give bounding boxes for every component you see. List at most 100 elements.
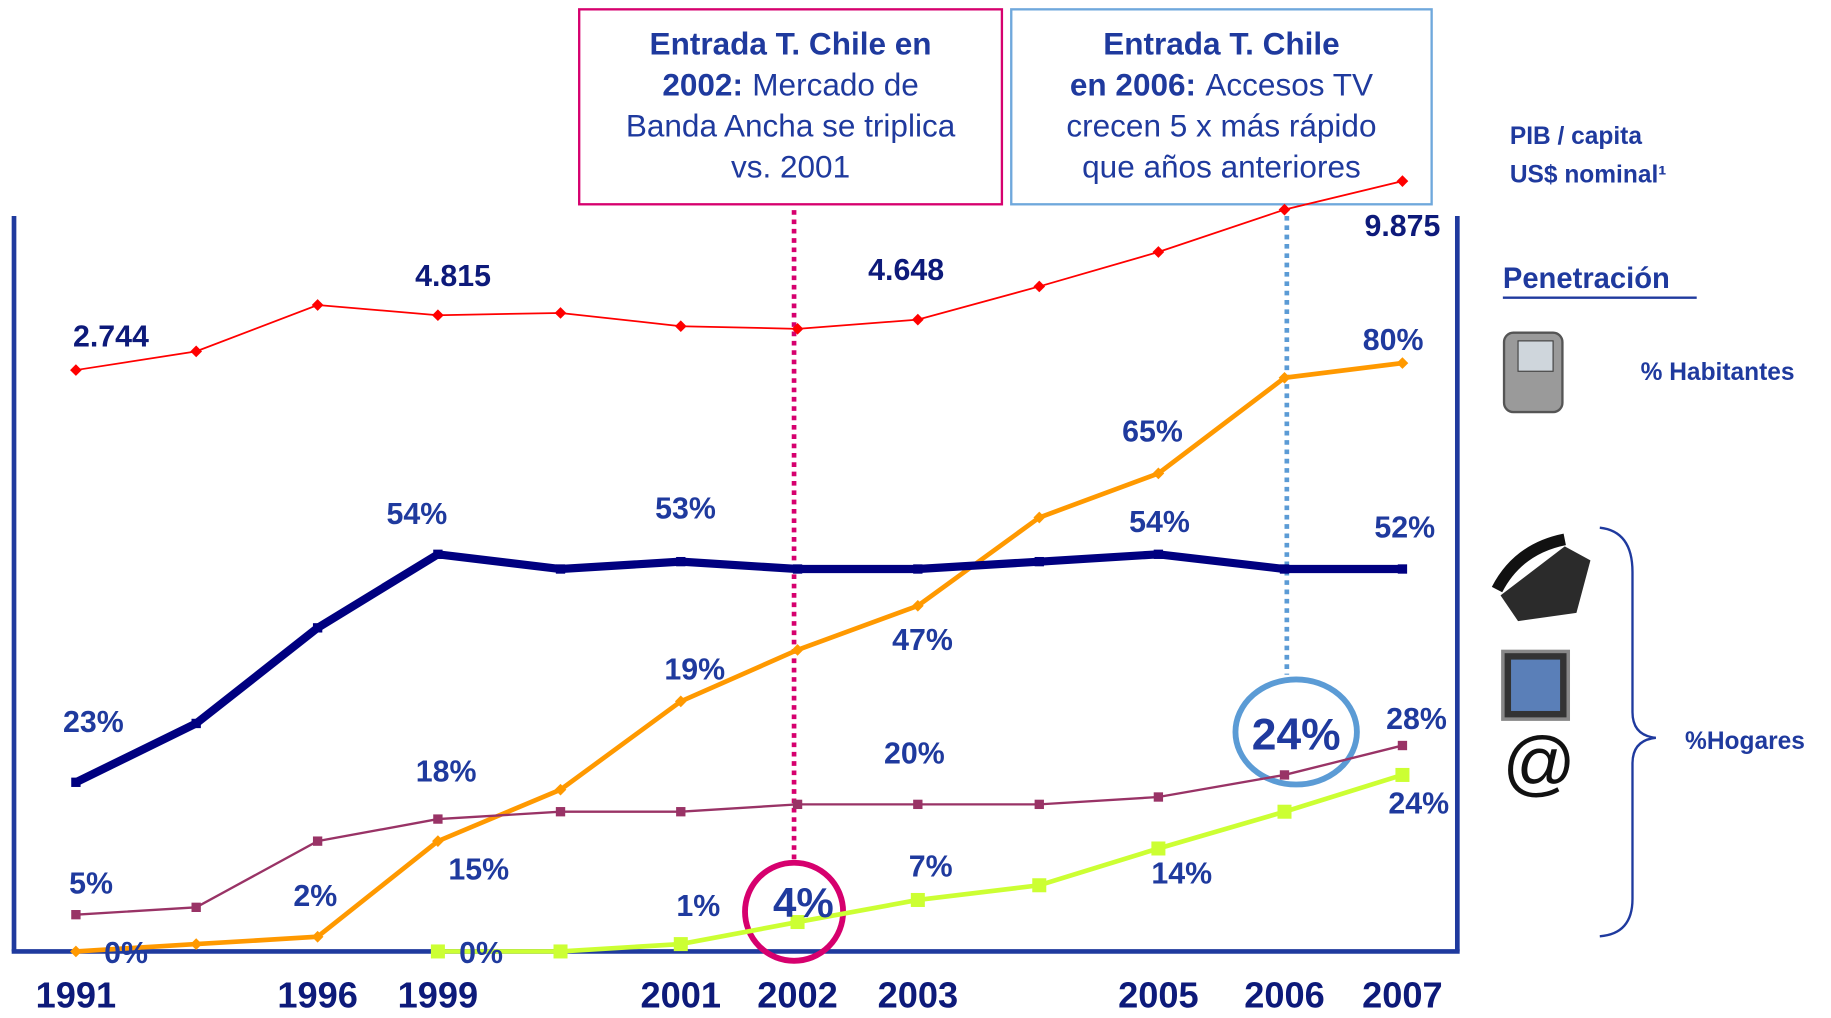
data-label: 20% xyxy=(884,737,945,770)
marker xyxy=(71,910,81,920)
marker xyxy=(553,944,568,959)
data-label: 2.744 xyxy=(73,321,149,354)
annotation-normal: crecen 5 x más rápido xyxy=(1066,108,1376,144)
annotation-normal: Accesos TV xyxy=(1205,67,1373,103)
marker xyxy=(910,892,925,907)
marker xyxy=(1033,280,1046,293)
marker xyxy=(312,836,323,846)
marker xyxy=(1278,371,1291,384)
annotation-text: en 2006: Accesos TV xyxy=(1070,67,1373,103)
marker xyxy=(430,944,445,959)
x-tick-label: 1991 xyxy=(36,975,117,1016)
x-tick-label: 2002 xyxy=(757,975,838,1016)
internet-icon: @ xyxy=(1502,722,1575,803)
data-label: 65% xyxy=(1122,416,1183,449)
annotation-text: 2002: Mercado de xyxy=(662,67,918,103)
data-label: 54% xyxy=(387,498,448,531)
data-label: 1% xyxy=(676,890,720,923)
mobile-icon xyxy=(1502,331,1564,414)
marker xyxy=(191,902,201,912)
data-label: 0% xyxy=(459,937,503,970)
data-label: 18% xyxy=(416,756,477,789)
side-label: %Hogares xyxy=(1685,728,1805,755)
data-label: 80% xyxy=(1363,324,1424,357)
marker xyxy=(790,915,805,930)
data-label: 0% xyxy=(104,937,148,970)
x-tick-label: 1996 xyxy=(277,975,358,1016)
marker xyxy=(1279,564,1290,574)
marker xyxy=(1033,511,1046,524)
marker xyxy=(1397,564,1408,574)
annotation-text: Banda Ancha se triplica xyxy=(626,108,956,144)
data-label: 23% xyxy=(63,706,124,739)
annotation-text: que años anteriores xyxy=(1082,149,1361,185)
marker xyxy=(555,807,566,817)
marker xyxy=(70,364,82,376)
data-label: 28% xyxy=(1386,703,1447,736)
annotation-text: Entrada T. Chile xyxy=(1103,26,1339,62)
marker xyxy=(674,320,687,333)
side-label: US$ nominal¹ xyxy=(1510,162,1667,189)
x-tick-label: 2005 xyxy=(1118,975,1199,1016)
marker xyxy=(1153,792,1164,802)
marker xyxy=(555,564,566,574)
data-label: 2% xyxy=(293,880,337,913)
annotation-text: Entrada T. Chile en xyxy=(650,26,932,62)
data-label: 5% xyxy=(69,868,113,901)
marker xyxy=(1151,841,1166,856)
annotation-normal: Banda Ancha se triplica xyxy=(626,108,956,144)
data-label: 4% xyxy=(773,879,834,926)
data-label: 7% xyxy=(909,850,953,883)
data-label: 52% xyxy=(1374,511,1435,544)
x-tick-label: 1999 xyxy=(398,975,479,1016)
data-label: 53% xyxy=(655,492,716,525)
marker xyxy=(312,623,323,633)
data-label: 54% xyxy=(1129,506,1190,539)
marker xyxy=(913,564,923,574)
marker xyxy=(191,718,201,729)
marker xyxy=(792,564,803,574)
annotation-box xyxy=(578,8,1004,206)
series-line xyxy=(75,180,1403,371)
x-tick-label: 2003 xyxy=(878,975,959,1016)
marker xyxy=(1397,740,1408,751)
data-label: 24% xyxy=(1252,710,1341,759)
data-label: 47% xyxy=(892,624,953,657)
data-label: 4.648 xyxy=(868,254,944,287)
x-tick-label: 2001 xyxy=(641,975,722,1016)
marker xyxy=(1396,357,1409,369)
marker xyxy=(311,299,324,311)
series-line xyxy=(75,744,1403,916)
marker xyxy=(1396,175,1409,187)
annotation-normal: que años anteriores xyxy=(1082,149,1361,185)
marker xyxy=(792,799,803,810)
data-label: 15% xyxy=(448,854,509,887)
marker xyxy=(913,799,923,810)
side-label: PIB / capita xyxy=(1510,123,1642,150)
annotation-box xyxy=(1010,8,1433,206)
x-tick-label: 2007 xyxy=(1362,975,1443,1016)
tv-icon xyxy=(1501,649,1571,721)
annotation-text: vs. 2001 xyxy=(731,149,850,185)
marker xyxy=(554,783,567,796)
annotation-bold: Entrada T. Chile xyxy=(1103,26,1339,62)
marker xyxy=(1153,549,1164,559)
marker xyxy=(433,549,443,559)
data-label: 14% xyxy=(1151,857,1212,890)
data-label: 24% xyxy=(1388,787,1449,820)
data-label: 4.815 xyxy=(415,260,491,293)
x-tick-label: 2006 xyxy=(1244,975,1325,1016)
highlight-circle xyxy=(1232,676,1360,788)
data-label: 9.875 xyxy=(1364,210,1440,243)
marker xyxy=(1032,878,1047,893)
marker xyxy=(676,807,686,817)
marker xyxy=(1034,799,1044,810)
marker xyxy=(554,307,567,319)
marker xyxy=(1034,556,1044,567)
annotation-bold: Entrada T. Chile en xyxy=(650,26,932,62)
marker xyxy=(71,777,81,787)
marker xyxy=(433,814,443,824)
marker xyxy=(1152,246,1165,258)
